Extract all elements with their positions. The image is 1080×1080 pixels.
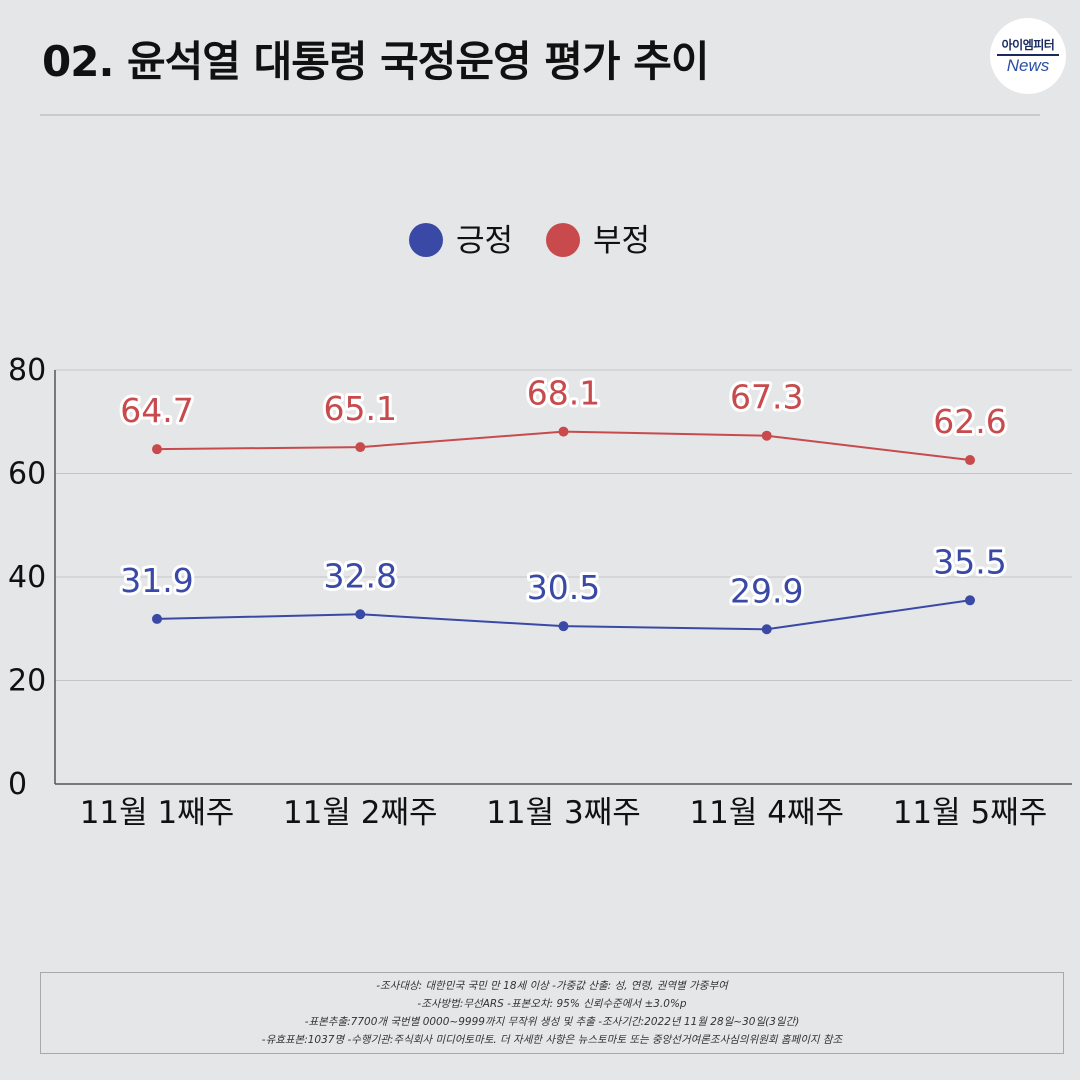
data-point [558, 621, 569, 632]
x-tick-label: 11월 2째주 [283, 795, 438, 831]
data-label: 31.9 [120, 561, 193, 600]
y-tick-label: 60 [8, 457, 46, 492]
data-label: 65.1 [324, 389, 397, 428]
x-tick-label: 11월 5째주 [893, 795, 1048, 831]
data-point [355, 442, 366, 453]
brand-logo: 아이엠피터 News [990, 18, 1066, 94]
footnote-line: -표본추출:7700개 국번별 0000~9999까지 무작위 생성 및 추출 … [304, 1016, 800, 1028]
data-point [152, 444, 162, 455]
y-tick-label: 0 [8, 767, 27, 802]
footnote-line: -유효표본:1037명 -수행기관:주식회사 미디어토마토. 더 자세한 사항은… [261, 1034, 843, 1046]
data-point [558, 426, 569, 437]
page-title: 02. 윤석열 대통령 국정운영 평가 추이 [42, 37, 709, 86]
data-point [152, 613, 162, 624]
x-tick-label: 11월 1째주 [80, 795, 235, 831]
data-label: 29.9 [730, 571, 803, 610]
data-point [761, 624, 772, 635]
x-tick-label: 11월 4째주 [689, 795, 844, 831]
data-label: 62.6 [933, 402, 1006, 441]
y-tick-label: 40 [8, 560, 46, 595]
data-point [355, 609, 366, 620]
logo-bottom-text: News [1006, 55, 1050, 75]
legend-label: 부정 [593, 223, 650, 259]
y-tick-label: 80 [8, 353, 46, 388]
y-tick-label: 20 [8, 664, 46, 699]
survey-footnote: -조사대상: 대한민국 국민 만 18세 이상 -가중값 산출: 성, 연령, … [40, 972, 1064, 1054]
data-point [761, 430, 772, 441]
data-label: 35.5 [933, 542, 1006, 581]
data-point [965, 455, 975, 466]
data-label: 67.3 [730, 378, 803, 417]
logo-divider [997, 53, 1059, 56]
data-label: 64.7 [120, 391, 193, 430]
data-label: 68.1 [527, 374, 600, 413]
data-label: 32.8 [324, 556, 397, 595]
logo-top-text: 아이엠피터 [1001, 37, 1055, 52]
data-label: 30.5 [527, 568, 600, 607]
data-point [965, 595, 975, 606]
legend-marker [409, 223, 443, 257]
legend-label: 긍정 [456, 223, 513, 259]
x-tick-label: 11월 3째주 [486, 795, 641, 831]
footnote-line: -조사방법:무선ARS -표본오차: 95% 신뢰수준에서 ±3.0%p [417, 998, 687, 1010]
legend-marker [546, 223, 580, 257]
title-divider [40, 114, 1040, 116]
footnote-line: -조사대상: 대한민국 국민 만 18세 이상 -가중값 산출: 성, 연령, … [376, 980, 728, 992]
